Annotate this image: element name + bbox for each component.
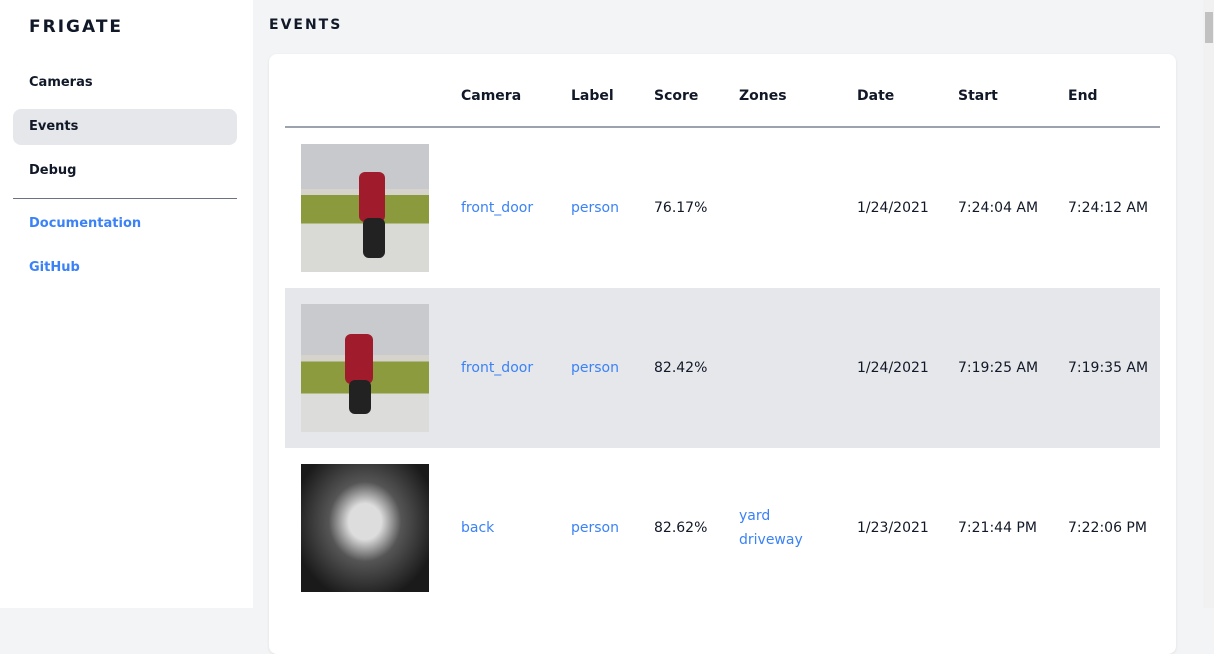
sidebar-link-github[interactable]: GitHub bbox=[29, 260, 80, 275]
sidebar-item-debug[interactable]: Debug bbox=[29, 163, 77, 178]
end-time: 7:19:35 AM bbox=[1068, 360, 1149, 376]
label-link[interactable]: person bbox=[571, 520, 619, 536]
header-end: End bbox=[1068, 88, 1098, 104]
camera-link[interactable]: front_door bbox=[461, 200, 534, 216]
scrollbar-thumb[interactable] bbox=[1205, 12, 1213, 43]
header-label: Label bbox=[571, 88, 614, 104]
event-thumbnail[interactable] bbox=[301, 304, 429, 432]
label-link[interactable]: person bbox=[571, 360, 619, 376]
sidebar-item-cameras[interactable]: Cameras bbox=[29, 75, 93, 90]
sidebar-item-events[interactable]: Events bbox=[13, 109, 237, 145]
event-thumbnail[interactable] bbox=[301, 464, 429, 592]
date: 1/23/2021 bbox=[857, 520, 929, 536]
score: 82.62% bbox=[654, 520, 708, 536]
end-time: 7:22:06 PM bbox=[1068, 520, 1147, 536]
page-title: EVENTS bbox=[269, 17, 343, 33]
header-date: Date bbox=[857, 88, 895, 104]
header-score: Score bbox=[654, 88, 699, 104]
score: 76.17% bbox=[654, 200, 708, 216]
sidebar-divider bbox=[13, 198, 237, 199]
header-divider bbox=[285, 126, 1160, 128]
events-table: Camera Label Score Zones Date Start End … bbox=[269, 54, 1176, 654]
sidebar-link-documentation[interactable]: Documentation bbox=[29, 216, 142, 231]
zone-link[interactable]: driveway bbox=[739, 532, 803, 548]
zone-link[interactable]: yard bbox=[739, 508, 771, 524]
brand-logo: FRIGATE bbox=[29, 17, 124, 37]
date: 1/24/2021 bbox=[857, 360, 929, 376]
table-row[interactable]: front_door person 76.17% 1/24/2021 7:24:… bbox=[285, 128, 1160, 288]
header-zones: Zones bbox=[739, 88, 787, 104]
camera-link[interactable]: front_door bbox=[461, 360, 534, 376]
date: 1/24/2021 bbox=[857, 200, 929, 216]
start-time: 7:24:04 AM bbox=[958, 200, 1039, 216]
header-camera: Camera bbox=[461, 88, 522, 104]
label-link[interactable]: person bbox=[571, 200, 619, 216]
event-thumbnail[interactable] bbox=[301, 144, 429, 272]
table-row[interactable]: front_door person 82.42% 1/24/2021 7:19:… bbox=[285, 288, 1160, 448]
start-time: 7:19:25 AM bbox=[958, 360, 1039, 376]
sidebar: FRIGATE Cameras Events Debug Documentati… bbox=[0, 0, 253, 608]
header-start: Start bbox=[958, 88, 998, 104]
camera-link[interactable]: back bbox=[461, 520, 495, 536]
end-time: 7:24:12 AM bbox=[1068, 200, 1149, 216]
start-time: 7:21:44 PM bbox=[958, 520, 1037, 536]
scrollbar[interactable] bbox=[1203, 0, 1214, 608]
table-row[interactable]: back person 82.62% yard driveway 1/23/20… bbox=[285, 448, 1160, 608]
score: 82.42% bbox=[654, 360, 708, 376]
